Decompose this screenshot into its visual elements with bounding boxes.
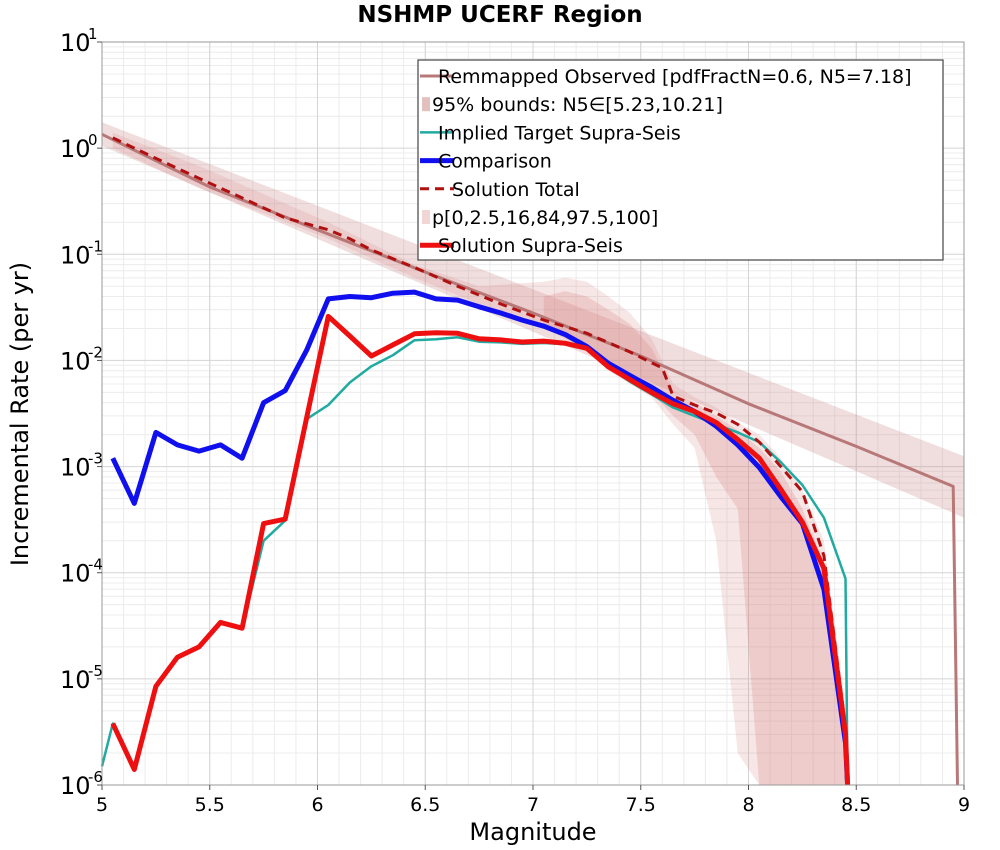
legend-label: Solution Total xyxy=(452,179,580,201)
legend-box xyxy=(417,59,944,261)
y-tick-base: 10 xyxy=(60,347,91,375)
x-tick-labels: 5 5.5 6 6.5 7 7.5 8 8.5 9 xyxy=(96,785,970,816)
series-lines xyxy=(100,132,959,786)
chart-title: NSHMP UCERF Region xyxy=(357,2,642,28)
y-axis-label: Incremental Rate (per yr) xyxy=(6,262,34,566)
series-line-2 xyxy=(110,289,851,786)
x-axis-label: Magnitude xyxy=(469,818,596,846)
legend: Remmapped Observed [pdfFractN=0.6, N5=7.… xyxy=(417,59,944,261)
y-tick-exponent: 0 xyxy=(88,131,98,149)
legend-label: 95% bounds: N5∈[5.23,10.21] xyxy=(432,94,723,116)
y-tick-base: 10 xyxy=(60,772,91,800)
band-0 xyxy=(102,122,964,518)
x-tick-label: 5 xyxy=(96,794,108,816)
y-tick-exponent: 1 xyxy=(88,25,98,43)
y-tick-base: 10 xyxy=(60,666,91,694)
series-line-3 xyxy=(112,136,850,786)
y-tick-exponent: -6 xyxy=(88,768,103,786)
y-tick-exponent: -5 xyxy=(88,662,103,680)
x-tick-label: 6 xyxy=(311,794,323,816)
x-tick-label: 7.5 xyxy=(626,794,656,816)
y-tick-base: 10 xyxy=(60,454,91,482)
legend-label: Solution Supra-Seis xyxy=(438,235,623,257)
y-tick-exponent: -4 xyxy=(88,556,103,574)
x-tick-label: 8.5 xyxy=(841,794,871,816)
bounds-bands xyxy=(102,122,964,786)
x-tick-label: 5.5 xyxy=(195,794,225,816)
y-tick-exponent: -3 xyxy=(88,450,103,468)
x-tick-label: 7 xyxy=(527,794,539,816)
y-tick-base: 10 xyxy=(60,241,91,269)
band-1 xyxy=(112,132,846,786)
legend-label: Remmapped Observed [pdfFractN=0.6, N5=7.… xyxy=(438,66,912,88)
y-tick-base: 10 xyxy=(60,29,91,57)
y-tick-exponent: -1 xyxy=(88,237,103,255)
band-2 xyxy=(543,291,846,785)
legend-label: p[0,2.5,16,84,97.5,100] xyxy=(432,207,658,229)
x-tick-label: 6.5 xyxy=(410,794,440,816)
series-line-4 xyxy=(110,313,851,786)
x-tick-label: 9 xyxy=(958,794,970,816)
y-tick-base: 10 xyxy=(60,560,91,588)
y-tick-exponent: -2 xyxy=(88,343,103,361)
legend-swatch xyxy=(422,210,430,224)
y-tick-base: 10 xyxy=(60,135,91,163)
x-tick-label: 8 xyxy=(742,794,754,816)
legend-label: Comparison xyxy=(438,151,552,173)
legend-swatch xyxy=(422,97,430,112)
legend-label: Implied Target Supra-Seis xyxy=(438,122,681,144)
